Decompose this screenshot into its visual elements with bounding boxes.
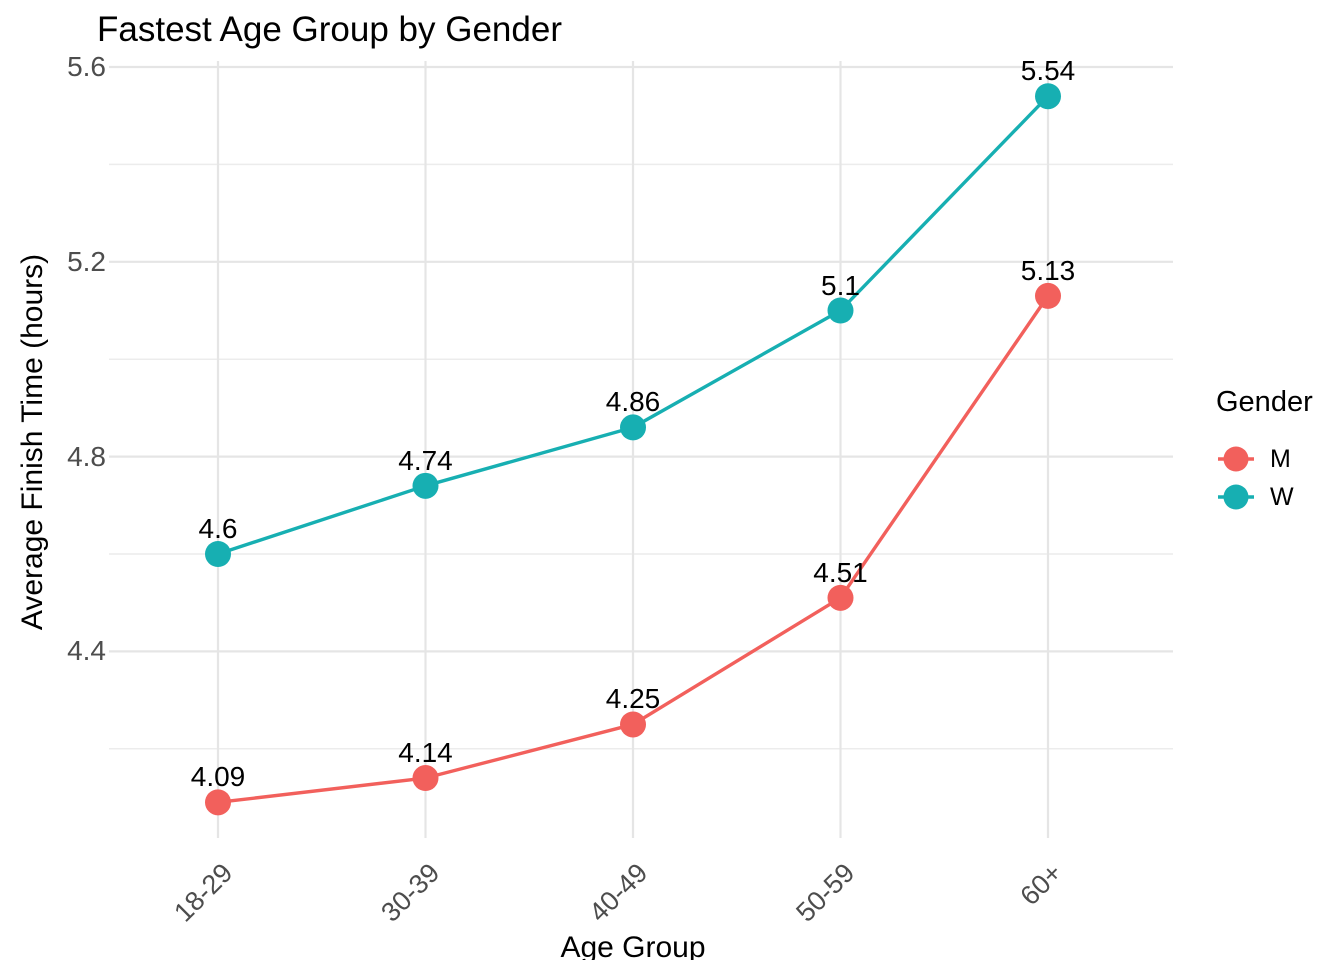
y-axis-title: Average Finish Time (hours) (16, 253, 49, 631)
point-label-m-60+: 5.13 (1020, 254, 1076, 286)
point-label-m-30-39: 4.14 (398, 737, 453, 769)
legend-item-w: W (1216, 482, 1313, 512)
legend-key-w-icon (1218, 484, 1254, 510)
y-tick-label: 5.2 (67, 245, 106, 277)
legend-item-m: M (1216, 444, 1313, 474)
y-tick-label: 5.6 (67, 51, 106, 82)
point-w-30-39 (412, 472, 439, 499)
point-label-w-30-39: 4.74 (398, 444, 453, 476)
point-m-50-59 (827, 584, 854, 611)
legend: Gender M W (1216, 386, 1313, 512)
point-w-18-29 (205, 541, 231, 567)
x-axis-title: Age Group (560, 931, 706, 960)
point-m-30-39 (412, 765, 439, 792)
y-tick-label: 4.4 (67, 635, 106, 667)
point-w-40-49 (620, 414, 646, 441)
point-m-40-49 (620, 711, 646, 738)
point-label-w-18-29: 4.6 (198, 513, 238, 544)
legend-label-w: W (1270, 482, 1294, 511)
point-w-60+ (1035, 83, 1061, 110)
point-label-m-18-29: 4.09 (190, 761, 246, 793)
legend-label-m: M (1270, 444, 1291, 473)
point-label-w-50-59: 5.1 (821, 269, 860, 301)
point-m-18-29 (205, 789, 231, 816)
point-m-60+ (1035, 282, 1061, 309)
legend-key-m-icon (1218, 446, 1254, 472)
point-label-w-40-49: 4.86 (605, 386, 661, 418)
point-label-w-60+: 5.54 (1020, 55, 1076, 87)
chart-title: Fastest Age Group by Gender (97, 10, 562, 49)
legend-title: Gender (1216, 386, 1313, 418)
y-tick-label: 4.8 (67, 440, 106, 472)
point-label-m-40-49: 4.25 (605, 683, 661, 715)
point-w-50-59 (827, 297, 854, 324)
point-label-m-50-59: 4.51 (813, 556, 868, 588)
